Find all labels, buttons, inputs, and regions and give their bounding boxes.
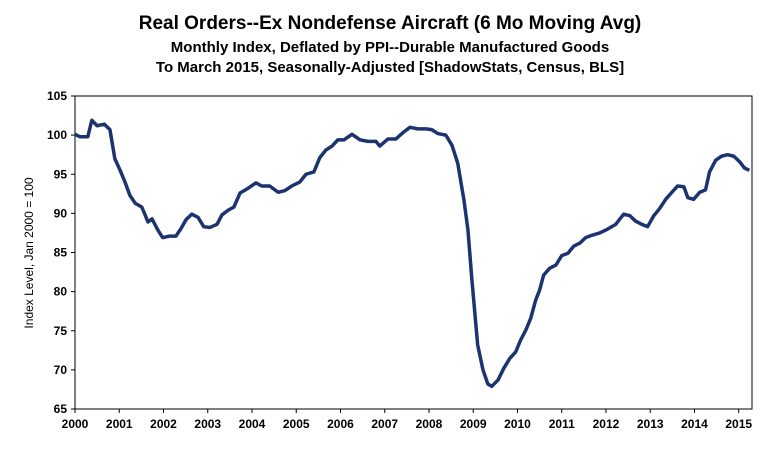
y-tick-label: 75 — [54, 324, 68, 338]
x-tick-label: 2008 — [416, 417, 443, 431]
x-tick-label: 2003 — [194, 417, 221, 431]
y-tick-label: 85 — [54, 246, 68, 260]
x-tick-label: 2014 — [681, 417, 708, 431]
x-tick-label: 2012 — [593, 417, 620, 431]
chart-subtitle: To March 2015, Seasonally-Adjusted [Shad… — [156, 59, 624, 76]
x-tick-label: 2004 — [239, 417, 266, 431]
y-tick-label: 95 — [54, 167, 68, 181]
chart-subtitle: Monthly Index, Deflated by PPI--Durable … — [171, 39, 609, 56]
data-line — [74, 118, 751, 389]
x-tick-label: 2009 — [460, 417, 487, 431]
x-tick-label: 2011 — [549, 417, 575, 431]
chart-title: Real Orders--Ex Nondefense Aircraft (6 M… — [139, 13, 642, 34]
x-tick-label: 2005 — [283, 417, 310, 431]
y-tick-label: 90 — [54, 206, 68, 220]
x-tick-label: 2013 — [637, 417, 664, 431]
x-tick-label: 2001 — [106, 417, 133, 431]
plot-frame — [74, 95, 753, 410]
y-tick-label: 105 — [47, 89, 67, 103]
x-tick-label: 2010 — [504, 417, 531, 431]
x-tick-label: 2015 — [725, 417, 752, 431]
x-tick-label: 2000 — [62, 417, 89, 431]
x-tick-label: 2002 — [150, 417, 177, 431]
y-tick-label: 80 — [54, 285, 68, 299]
x-tick-label: 2007 — [371, 417, 398, 431]
y-axis-label: Index Level, Jan 2000 = 100 — [22, 177, 36, 328]
y-tick-label: 70 — [54, 363, 68, 377]
y-tick-label: 65 — [54, 402, 68, 416]
x-tick-label: 2006 — [327, 417, 354, 431]
y-tick-label: 100 — [47, 128, 67, 142]
